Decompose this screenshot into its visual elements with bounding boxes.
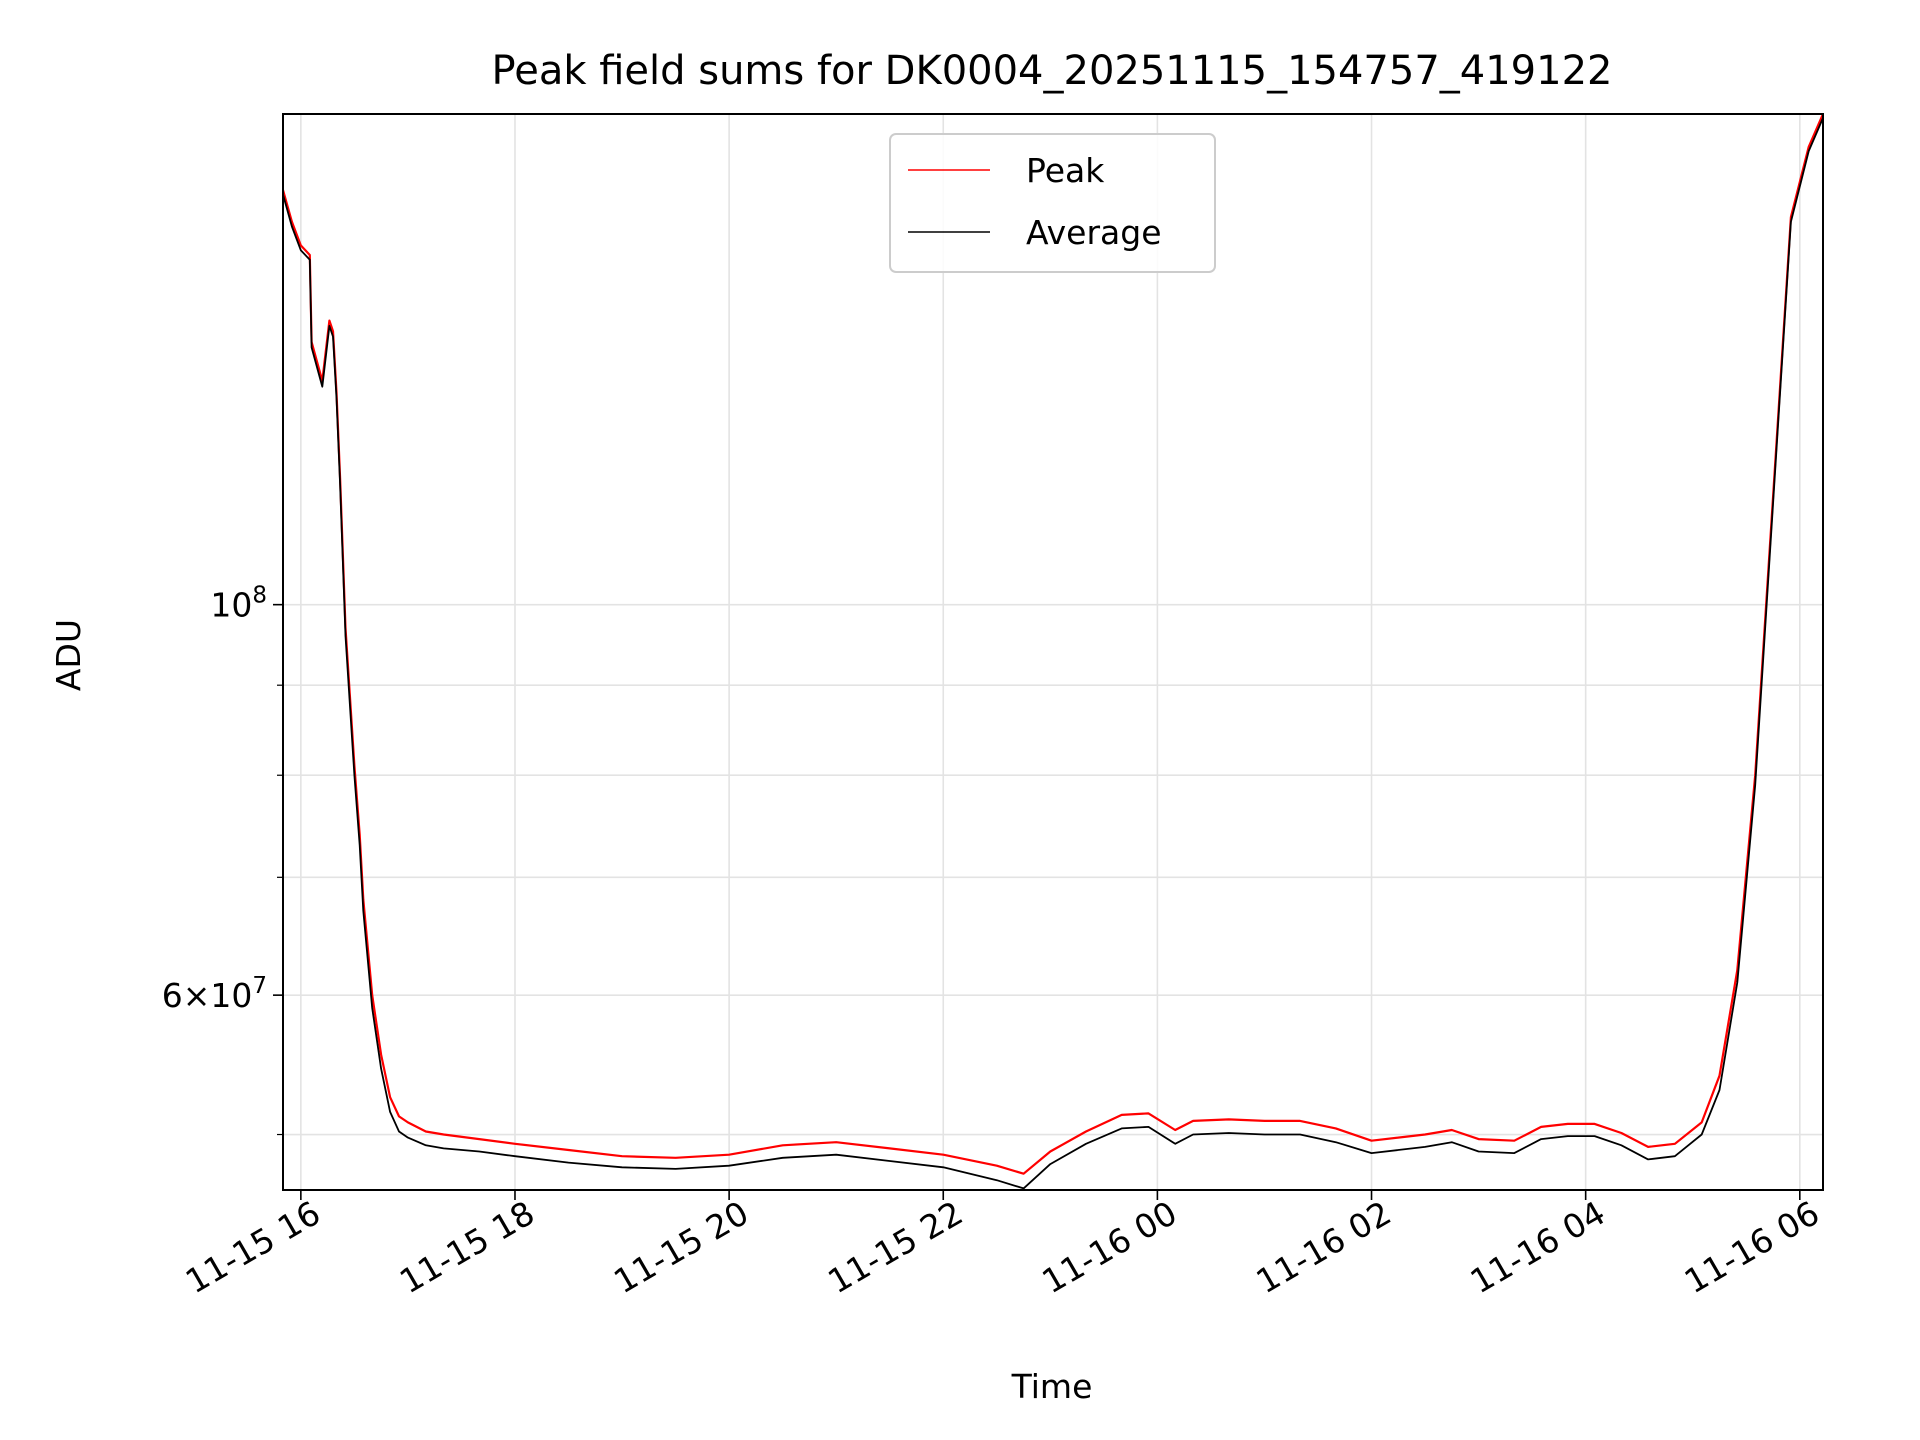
grid bbox=[283, 114, 1823, 1190]
legend-label-peak: Peak bbox=[1026, 151, 1105, 190]
legend: Peak Average bbox=[889, 133, 1216, 273]
series-layer bbox=[283, 114, 1823, 1190]
legend-label-average: Average bbox=[1026, 213, 1162, 252]
y-axis-label: ADU bbox=[49, 619, 88, 691]
series-line-average bbox=[283, 117, 1823, 1190]
chart-title: Peak field sums for DK0004_20251115_1547… bbox=[492, 48, 1613, 94]
plot-frame bbox=[282, 113, 1824, 1191]
legend-box bbox=[889, 133, 1216, 273]
y-tick-label: 6×107 bbox=[162, 973, 267, 1015]
x-axis-label: Time bbox=[1011, 1367, 1093, 1406]
y-tick-label: 108 bbox=[210, 583, 267, 625]
